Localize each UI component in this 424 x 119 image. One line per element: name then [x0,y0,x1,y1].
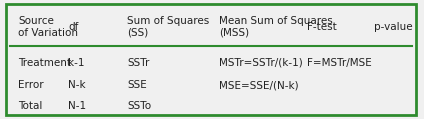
Text: p-value: p-value [374,22,413,32]
Text: SSTr: SSTr [127,58,149,68]
Text: SSE: SSE [127,80,147,90]
Text: F=MSTr/MSE: F=MSTr/MSE [307,58,372,68]
Text: F-test: F-test [307,22,337,32]
Text: N-k: N-k [68,80,86,90]
Text: Mean Sum of Squares
(MSS): Mean Sum of Squares (MSS) [219,16,333,38]
Text: N-1: N-1 [68,101,86,111]
Text: MSTr=SSTr/(k-1): MSTr=SSTr/(k-1) [219,58,303,68]
Text: Source
of Variation: Source of Variation [18,16,78,38]
Text: Error: Error [18,80,44,90]
FancyBboxPatch shape [6,4,416,115]
Text: Total: Total [18,101,42,111]
Text: SSTo: SSTo [127,101,151,111]
Text: MSE=SSE/(N-k): MSE=SSE/(N-k) [219,80,299,90]
Text: Treatment: Treatment [18,58,71,68]
Text: df: df [68,22,79,32]
Text: Sum of Squares
(SS): Sum of Squares (SS) [127,16,209,38]
Text: k-1: k-1 [68,58,85,68]
